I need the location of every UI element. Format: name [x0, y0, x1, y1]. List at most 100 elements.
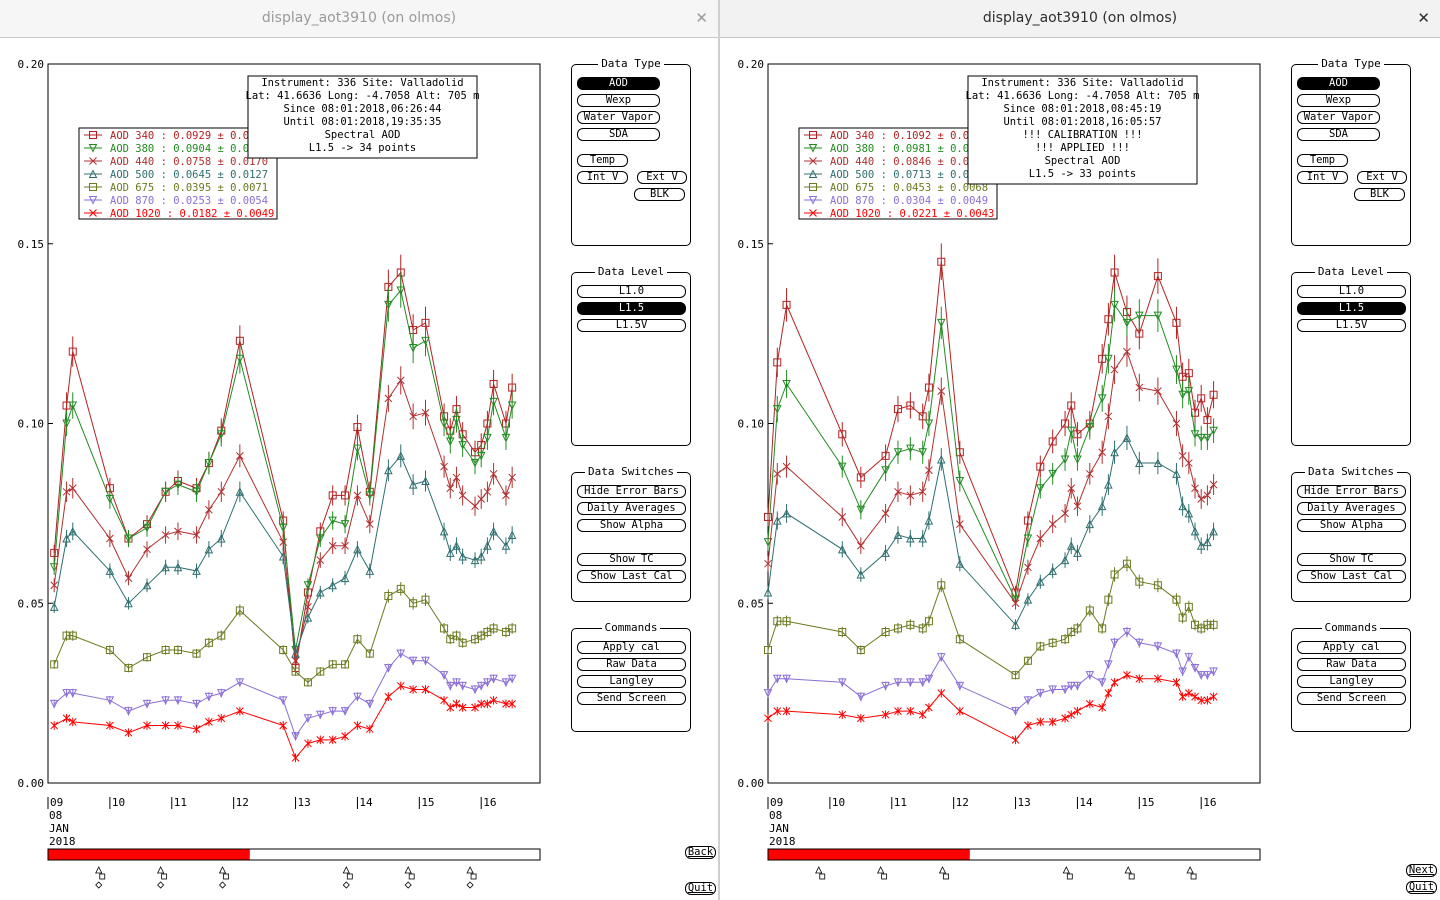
series-aod-1020 [764, 670, 1218, 745]
apply-cal-button[interactable]: Apply cal [1297, 641, 1406, 654]
ext-v-button[interactable]: Ext V [637, 171, 687, 184]
panel-data-level-right: Data Level L1.0 L1.5 L1.5V [1291, 265, 1411, 446]
raw-data-button[interactable]: Raw Data [1297, 658, 1406, 671]
titlebar-right[interactable]: display_aot3910 (on olmos) ✕ [720, 0, 1440, 38]
send-screen-button[interactable]: Send Screen [1297, 692, 1406, 705]
langley-button[interactable]: Langley [577, 675, 686, 688]
data-point [68, 401, 78, 411]
l1-5-button[interactable]: L1.5 [577, 302, 686, 315]
data-point [328, 660, 337, 669]
data-point [1153, 458, 1163, 468]
data-point [124, 707, 133, 716]
l1-5v-button[interactable]: L1.5V [577, 319, 686, 332]
data-point [303, 613, 313, 622]
data-point [341, 660, 350, 669]
sda-button[interactable]: SDA [577, 128, 660, 141]
info-line: Spectral AOD [1045, 155, 1121, 167]
x-tick-label: 11 [894, 796, 907, 809]
panel-title: Data Switches [1304, 465, 1398, 478]
data-point [918, 624, 927, 633]
data-point [1196, 433, 1206, 443]
data-point [476, 551, 486, 561]
daily-averages-button[interactable]: Daily Averages [577, 502, 686, 515]
temp-button[interactable]: Temp [577, 154, 628, 167]
ext-v-button[interactable]: Ext V [1357, 171, 1407, 184]
data-point [1209, 620, 1218, 629]
aod-button[interactable]: AOD [577, 77, 660, 90]
blk-button[interactable]: BLK [1354, 188, 1405, 201]
show-alpha-button[interactable]: Show Alpha [577, 519, 686, 532]
data-point [1178, 452, 1187, 460]
data-point [508, 700, 517, 708]
data-point [353, 692, 362, 702]
data-point [838, 513, 847, 521]
send-screen-button[interactable]: Send Screen [577, 692, 686, 705]
show-last-cal-button[interactable]: Show Last Cal [577, 570, 686, 583]
int-v-button[interactable]: Int V [577, 171, 628, 184]
show-last-cal-button[interactable]: Show Last Cal [1297, 570, 1406, 583]
int-v-button[interactable]: Int V [1297, 171, 1348, 184]
l1-0-button[interactable]: L1.0 [577, 285, 686, 298]
l1-5v-button[interactable]: L1.5V [1297, 319, 1406, 332]
nav-back-button[interactable]: Back [685, 846, 716, 859]
apply-cal-button[interactable]: Apply cal [577, 641, 686, 654]
sda-button[interactable]: SDA [1297, 128, 1380, 141]
l1-5-button[interactable]: L1.5 [1297, 302, 1406, 315]
data-point [1085, 519, 1095, 529]
diamond-marker-icon [157, 881, 165, 889]
data-point [1153, 272, 1162, 281]
titlebar-left[interactable]: display_aot3910 (on olmos) ✕ [0, 0, 718, 38]
raw-data-button[interactable]: Raw Data [577, 658, 686, 671]
data-point [49, 699, 59, 709]
data-point [279, 645, 288, 654]
data-point [1184, 689, 1193, 697]
data-point [192, 725, 201, 733]
water-vapor-button[interactable]: Water Vapor [1297, 111, 1380, 124]
water-vapor-button[interactable]: Water Vapor [577, 111, 660, 124]
nav-quit-button[interactable]: Quit [685, 882, 716, 895]
nav-next-button[interactable]: Next [1406, 864, 1437, 877]
hide-error-bars-button[interactable]: Hide Error Bars [577, 485, 686, 498]
legend-entry: AOD 380 : 0.0904 ± 0.0 [84, 143, 249, 155]
data-point [124, 534, 133, 544]
data-point [353, 444, 362, 454]
temp-button[interactable]: Temp [1297, 154, 1348, 167]
hide-error-bars-button[interactable]: Hide Error Bars [1297, 485, 1406, 498]
data-point [452, 415, 461, 425]
show-tc-button[interactable]: Show TC [1297, 553, 1406, 566]
data-point [955, 559, 965, 568]
daily-averages-button[interactable]: Daily Averages [1297, 502, 1406, 515]
data-point [1024, 563, 1032, 572]
data-point [1135, 383, 1144, 392]
data-point [1048, 685, 1057, 695]
triangle-marker-icon [95, 866, 103, 874]
data-point [1085, 606, 1094, 615]
data-point [452, 473, 461, 482]
triangle-marker-icon [876, 866, 885, 874]
show-alpha-button[interactable]: Show Alpha [1297, 519, 1406, 532]
close-icon[interactable]: ✕ [695, 9, 708, 27]
aod-button[interactable]: AOD [1297, 77, 1380, 90]
legend-text: AOD 1020 : 0.0221 ± 0.0043 [830, 208, 994, 220]
data-point [1098, 354, 1107, 363]
langley-button[interactable]: Langley [1297, 675, 1406, 688]
data-point [924, 515, 934, 525]
data-point [1073, 502, 1082, 511]
nav-quit-button[interactable]: Quit [1406, 881, 1437, 894]
wexp-button[interactable]: Wexp [577, 94, 660, 107]
data-point [216, 689, 226, 698]
data-point [1104, 595, 1113, 604]
data-point [782, 462, 791, 471]
wexp-button[interactable]: Wexp [1297, 94, 1380, 107]
data-point [216, 533, 226, 543]
show-tc-button[interactable]: Show TC [577, 553, 686, 566]
l1-0-button[interactable]: L1.0 [1297, 285, 1406, 298]
y-tick-label: 0.10 [738, 418, 765, 431]
data-point [1122, 628, 1132, 637]
data-point [470, 459, 480, 468]
blk-button[interactable]: BLK [634, 188, 685, 201]
data-point [1110, 638, 1119, 648]
data-point [1073, 455, 1082, 465]
close-icon[interactable]: ✕ [1417, 9, 1430, 27]
data-point [764, 714, 772, 723]
